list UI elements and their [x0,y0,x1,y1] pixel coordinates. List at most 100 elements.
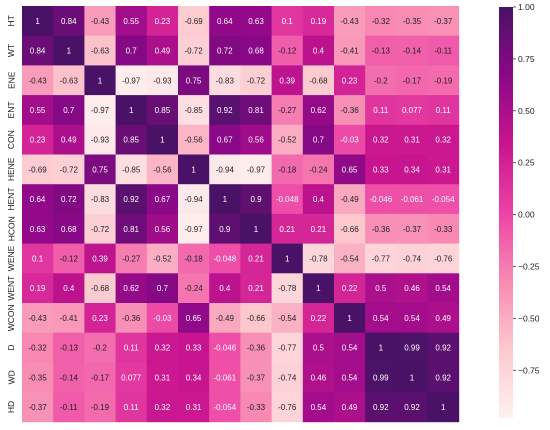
colorbar-tick-label: 0.75 [518,54,535,64]
heatmap-cell [240,273,272,304]
cell-value-label: -0.054 [432,195,455,204]
cell-value-label: -0.2 [374,76,388,85]
heatmap-cell [22,303,54,334]
heatmap-cell [334,243,366,274]
heatmap-cell [209,213,241,244]
heatmap-cell [365,362,397,393]
cell-value-label: 0.7 [313,136,325,145]
cell-value-label: 0.92 [217,106,233,115]
heatmap-cell [146,184,179,215]
heatmap-cell [22,65,54,96]
cell-value-label: 0.33 [186,344,202,353]
heatmap-cell [22,243,54,274]
heatmap-cell [146,392,179,423]
cell-value-label: -0.048 [213,254,236,263]
heatmap-cell [240,35,272,66]
cell-value-label: -0.52 [153,254,172,263]
x-tick-label: D [378,428,384,430]
heatmap-cell [271,303,304,334]
cell-value-label: -0.66 [340,225,359,234]
heatmap-cell [365,243,397,274]
cell-value-label: 0.81 [248,106,264,115]
cell-value-label: 0.99 [373,373,389,382]
cell-value-label: -0.93 [91,136,110,145]
heatmap-cell [396,332,428,363]
y-tick-label: D [6,344,16,350]
heatmap-cell [396,213,428,244]
cell-value-label: 0.54 [404,314,420,323]
cell-value-label: 0.4 [313,195,325,204]
cell-value-label: 0.31 [435,165,451,174]
cell-value-label: -0.17 [403,76,422,85]
cell-value-label: 0.5 [375,284,387,293]
cell-value-label: -0.03 [340,136,359,145]
cell-value-label: -0.93 [153,76,172,85]
cell-value-label: 0.55 [30,106,46,115]
cell-value-label: -0.37 [403,225,422,234]
heatmap-cell [396,392,428,423]
cell-value-label: -0.77 [372,254,391,263]
cell-value-label: 0.65 [342,165,358,174]
heatmap-cell [209,65,241,96]
cell-value-label: 0.077 [402,106,423,115]
cell-value-label: -0.68 [309,76,328,85]
heatmap-cell [146,362,179,393]
cell-value-label: -0.83 [91,195,110,204]
cell-value-label: 0.11 [124,403,140,412]
heatmap-cell [53,124,85,155]
heatmap-cell [365,213,397,244]
heatmap-cell [22,154,54,185]
heatmap-cell [240,362,272,393]
heatmap-cell [209,154,241,185]
cell-value-label: -0.63 [91,47,110,56]
cell-value-label: -0.97 [247,165,266,174]
cell-value-label: 1 [223,195,228,204]
heatmap-cell [115,303,148,334]
cell-value-label: -0.43 [28,314,47,323]
heatmap-cell [22,213,54,244]
cell-value-label: -0.74 [278,373,297,382]
cell-value-label: 0.92 [435,373,451,382]
cell-value-label: 0.56 [248,136,264,145]
cell-value-label: -0.43 [91,17,110,26]
cell-value-label: -0.76 [278,403,297,412]
cell-value-label: -0.97 [122,76,141,85]
cell-value-label: 0.22 [311,314,327,323]
heatmap-cell [240,184,272,215]
heatmap-cell [396,303,428,334]
cell-value-label: 0.81 [123,225,139,234]
cell-value-label: 0.19 [311,17,327,26]
heatmap-cell [178,362,210,393]
cell-value-label: -0.27 [122,254,141,263]
cell-value-label: 0.9 [219,225,231,234]
cell-value-label: -0.12 [278,47,297,56]
colorbar-tick-labels: 1.00 0.75 0.50 0.25 0.00 −0.25 −0.50 −0.75 [513,2,540,375]
cell-value-label: 1 [160,136,165,145]
heatmap-cell [84,213,116,244]
y-tick-label: HENE [6,157,16,181]
heatmap-cell [115,243,148,274]
cell-value-label: 0.32 [155,403,171,412]
cell-value-label: 0.49 [435,314,451,323]
heatmap-cell [115,35,148,66]
cell-value-label: 0.68 [61,225,77,234]
heatmap-cell [427,243,460,274]
heatmap-cell [84,362,116,393]
cell-value-label: 0.23 [155,17,171,26]
cell-value-label: -0.27 [278,106,297,115]
heatmap-cell [302,65,335,96]
cell-value-label: 0.21 [279,225,295,234]
y-tick-label: ENE [6,71,16,89]
cell-value-label: -0.054 [213,403,236,412]
cell-value-label: 0.84 [30,47,46,56]
cell-value-label: 0.54 [342,344,358,353]
cell-value-label: 0.11 [373,106,389,115]
heatmap-cell [334,392,366,423]
cell-value-label: 0.67 [155,195,171,204]
heatmap-cell [146,95,179,126]
heatmap-cell [84,124,116,155]
cell-value-label: -0.74 [403,254,422,263]
heatmap-cell [53,332,85,363]
heatmap-cell [427,273,460,304]
heatmap-cell [302,213,335,244]
